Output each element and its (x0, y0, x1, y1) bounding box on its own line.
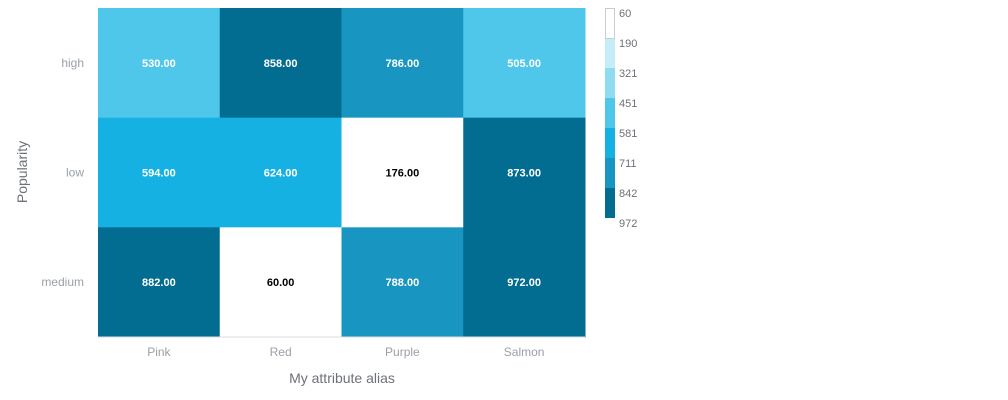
cell-value-label: 60.00 (267, 277, 295, 289)
heatmap-cell[interactable] (219, 227, 342, 338)
legend-label: 842 (619, 188, 637, 200)
cell-value-label: 530.00 (142, 58, 176, 70)
x-tick-label: Salmon (504, 345, 545, 359)
legend-swatch (605, 98, 615, 128)
cell-value-label: 972.00 (507, 277, 541, 289)
heatmap-cell[interactable] (219, 117, 342, 228)
cell-value-label: 624.00 (264, 168, 298, 180)
x-tick-label: Red (270, 345, 292, 359)
y-tick-label: medium (41, 275, 84, 289)
legend-label: 321 (619, 68, 637, 80)
legend-label: 711 (619, 158, 637, 170)
legend-swatch (605, 8, 615, 38)
heatmap-cell[interactable] (463, 227, 586, 338)
legend-swatch (605, 68, 615, 98)
heatmap-cell[interactable] (219, 8, 342, 119)
cell-value-label: 788.00 (386, 277, 420, 289)
legend-swatch (605, 38, 615, 68)
y-tick-label: low (66, 166, 84, 180)
cell-value-label: 176.00 (386, 168, 420, 180)
heatmap-cell[interactable] (341, 227, 464, 338)
cell-value-label: 786.00 (386, 58, 420, 70)
heatmap-cell[interactable] (463, 117, 586, 228)
heatmap-cells: 530.00 858.00 786.00 505.00 594.00 624.00 176.… (98, 8, 586, 338)
legend-label: 190 (619, 38, 637, 50)
x-tick-label: Pink (147, 345, 171, 359)
legend-swatch (605, 158, 615, 188)
heatmap-cell[interactable] (98, 8, 221, 119)
heatmap-cell[interactable] (463, 8, 586, 119)
y-axis-ticks: high low medium (41, 56, 84, 289)
y-axis-title: Popularity (14, 141, 30, 203)
legend-label: 581 (619, 128, 637, 140)
x-axis-title: My attribute alias (289, 370, 395, 386)
cell-value-label: 505.00 (507, 58, 541, 70)
heatmap-cell[interactable] (341, 117, 464, 228)
legend-swatch-border (605, 8, 615, 39)
cell-value-label: 873.00 (507, 168, 541, 180)
cell-value-label: 858.00 (264, 58, 298, 70)
heatmap-cell[interactable] (98, 117, 221, 228)
legend-swatch (605, 188, 615, 218)
legend-label: 60 (619, 8, 631, 20)
color-legend: 60 190 321 451 581 711 842 972 (605, 8, 637, 230)
heatmap-cell[interactable] (341, 8, 464, 119)
heatmap-cell[interactable] (98, 227, 221, 338)
legend-label: 451 (619, 98, 637, 110)
legend-label: 972 (619, 218, 637, 230)
x-axis-ticks: Pink Red Purple Salmon (147, 345, 544, 359)
cell-value-label: 882.00 (142, 277, 176, 289)
y-tick-label: high (61, 56, 84, 70)
legend-swatch (605, 128, 615, 158)
x-tick-label: Purple (385, 345, 420, 359)
cell-value-label: 594.00 (142, 168, 176, 180)
